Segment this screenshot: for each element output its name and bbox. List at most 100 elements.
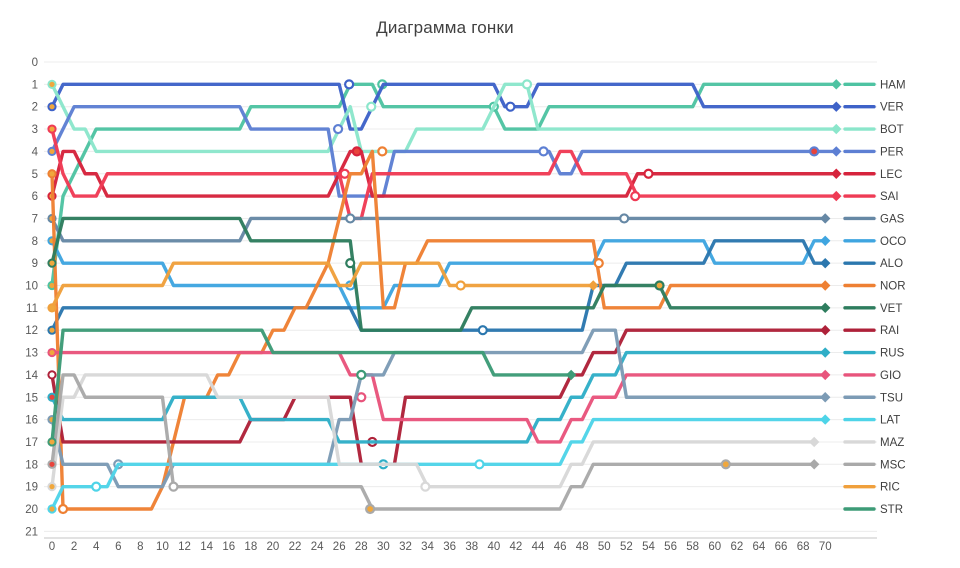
start-marker-MSC (47, 459, 57, 469)
legend-entry-NOR: NOR (843, 281, 906, 293)
retire-marker-RIC (588, 280, 599, 291)
legend-entry-PER: PER (843, 146, 904, 158)
start-marker-GIO (47, 347, 57, 358)
series-PER (47, 105, 842, 198)
legend-label-NOR: NOR (880, 281, 906, 293)
y-tick-label-15: 15 (25, 392, 38, 404)
start-marker-ALO (47, 325, 57, 335)
legend-entry-STR: STR (843, 504, 903, 516)
legend-entry-SAI: SAI (843, 191, 899, 203)
legend-entry-VET: VET (843, 303, 902, 315)
chart-title: Диаграмма гонки (376, 18, 514, 37)
legend-entry-LAT: LAT (843, 415, 900, 427)
legend-label-PER: PER (880, 146, 904, 158)
legend-entry-LEC: LEC (843, 169, 902, 181)
y-tick-label-7: 7 (32, 213, 38, 225)
trace-LEC (50, 149, 838, 198)
start-marker-RAI (47, 370, 57, 380)
start-marker-BOT (47, 79, 57, 89)
y-tick-label-14: 14 (25, 370, 38, 382)
pit-marker-BOT-2 (521, 79, 533, 90)
x-tick-label-10: 10 (156, 541, 169, 553)
legend-entry-GAS: GAS (843, 213, 905, 225)
legend-entry-RIC: RIC (843, 482, 900, 494)
trace-VET (50, 216, 827, 332)
pit-marker-MSC-2 (365, 503, 376, 515)
finish-marker-RUS (820, 347, 831, 358)
finish-marker-VET (820, 302, 831, 314)
x-tick-label-58: 58 (686, 541, 699, 553)
legend-label-TSU: TSU (880, 392, 903, 404)
trace-RIC (50, 261, 595, 310)
series-MSC (47, 373, 820, 515)
finish-marker-RAI (820, 325, 831, 336)
legend-label-VET: VET (880, 303, 902, 315)
legend-entry-ALO: ALO (843, 258, 903, 270)
start-marker-NOR (47, 169, 57, 179)
pit-marker-GAS-2 (619, 213, 630, 224)
legend-label-VER: VER (880, 102, 904, 114)
trace-STR (50, 328, 573, 444)
pit-marker-RIC-1 (455, 280, 466, 291)
trace-BOT (50, 82, 838, 154)
finish-marker-LEC (831, 168, 842, 179)
x-tick-label-54: 54 (642, 541, 655, 553)
legend-entry-RAI: RAI (843, 325, 899, 337)
pit-marker-PER-3 (809, 146, 820, 157)
trace-TSU (50, 328, 827, 489)
pit-marker-BOT-1 (366, 101, 377, 112)
series-LAT (47, 414, 831, 514)
x-tick-label-6: 6 (115, 541, 121, 553)
x-tick-label-22: 22 (289, 541, 302, 553)
legend-label-BOT: BOT (880, 124, 904, 136)
series-HAM (47, 79, 842, 291)
x-tick-label-4: 4 (93, 541, 100, 553)
finish-marker-ALO (820, 257, 831, 269)
retire-marker-STR (565, 369, 577, 381)
y-tick-label-13: 13 (25, 348, 38, 360)
x-tick-label-64: 64 (753, 541, 766, 553)
pit-marker-VER-1 (344, 79, 355, 90)
finish-marker-HAM (831, 79, 842, 90)
y-tick-label-5: 5 (32, 169, 38, 181)
pit-marker-LAT-1 (91, 481, 102, 492)
x-tick-label-12: 12 (178, 541, 191, 553)
trace-VER (50, 82, 838, 131)
y-tick-label-18: 18 (25, 459, 38, 471)
x-tick-label-26: 26 (333, 541, 346, 553)
pit-marker-GAS-1 (345, 213, 356, 224)
start-marker-SAI (47, 124, 57, 134)
trace-GAS (50, 216, 827, 243)
x-tick-label-24: 24 (311, 541, 324, 553)
finish-marker-NOR (820, 280, 831, 291)
x-tick-label-46: 46 (554, 541, 567, 553)
start-marker-MAZ (47, 482, 57, 492)
legend-label-SAI: SAI (880, 191, 899, 203)
pit-marker-PER-2 (538, 146, 549, 157)
y-tick-label-11: 11 (26, 303, 38, 315)
x-tick-label-62: 62 (730, 541, 743, 553)
legend: HAM VER BOT PER LEC SAI GAS OCO ALO NOR VET RAI RUS G… (843, 79, 906, 516)
trace-RUS (50, 350, 827, 444)
x-tick-label-42: 42 (510, 541, 523, 553)
x-tick-label-32: 32 (399, 541, 412, 553)
finish-marker-SAI (831, 190, 842, 202)
y-tick-label-3: 3 (32, 124, 38, 136)
x-tick-label-56: 56 (664, 541, 677, 553)
trace-LAT (50, 417, 827, 511)
y-tick-label-6: 6 (32, 191, 38, 203)
series-VER (47, 79, 842, 131)
x-tick-label-60: 60 (708, 541, 721, 553)
trace-SAI (50, 127, 838, 221)
y-tick-label-4: 4 (32, 146, 39, 158)
pit-marker-MAZ-1 (420, 481, 431, 492)
x-tick-label-40: 40 (487, 541, 500, 553)
series-STR (47, 328, 577, 447)
finish-marker-GIO (820, 369, 831, 381)
start-marker-PER (47, 146, 57, 156)
finish-marker-TSU (820, 392, 831, 403)
series-VET (47, 216, 831, 332)
y-tick-label-2: 2 (32, 102, 38, 114)
